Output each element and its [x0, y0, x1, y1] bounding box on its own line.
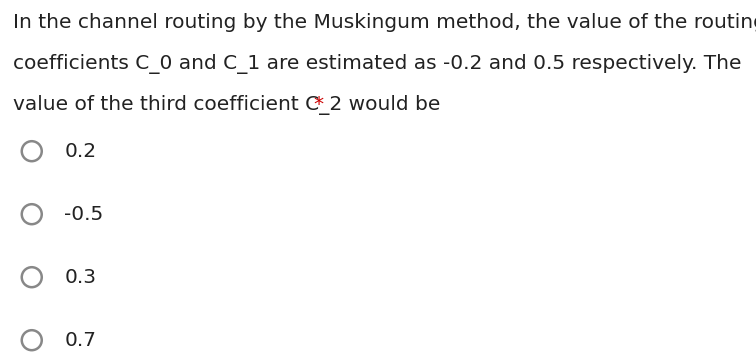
Text: *: * — [313, 95, 324, 114]
Text: -0.5: -0.5 — [64, 205, 104, 224]
Text: In the channel routing by the Muskingum method, the value of the routing: In the channel routing by the Muskingum … — [13, 13, 756, 32]
Text: 0.7: 0.7 — [64, 331, 96, 350]
Text: 0.2: 0.2 — [64, 142, 96, 161]
Text: coefficients C_0 and C_1 are estimated as -0.2 and 0.5 respectively. The: coefficients C_0 and C_1 are estimated a… — [13, 54, 742, 74]
Text: 0.3: 0.3 — [64, 268, 96, 287]
Text: value of the third coefficient C_2 would be: value of the third coefficient C_2 would… — [13, 95, 440, 116]
